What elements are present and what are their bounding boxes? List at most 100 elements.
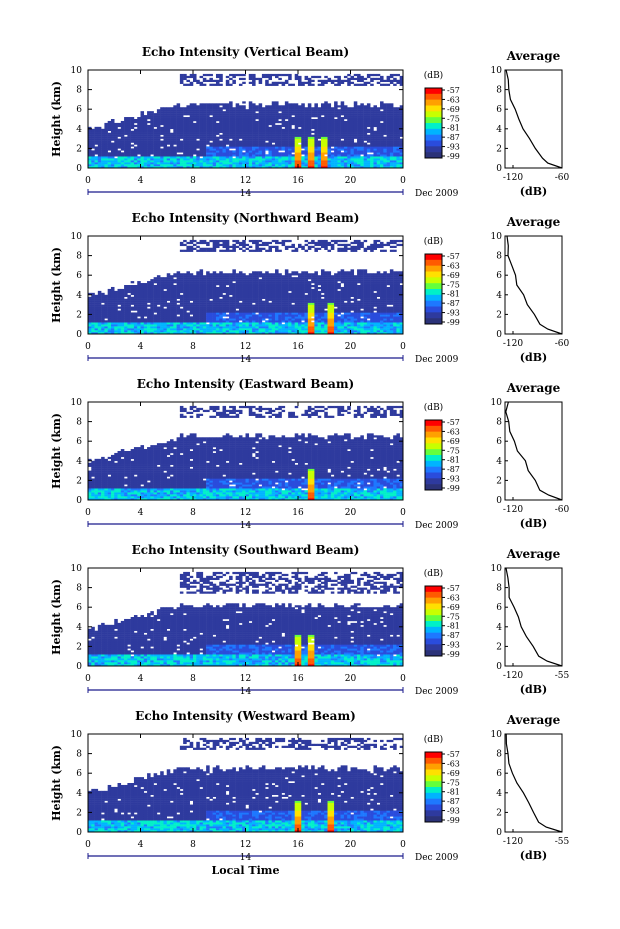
- x-tick-label: 8: [190, 508, 196, 518]
- colorbar-swatch: [425, 752, 442, 759]
- colorbar-swatch: [425, 265, 442, 272]
- average-line: [505, 567, 563, 667]
- y-tick-label: 0: [76, 662, 82, 672]
- y-tick-label: 8: [76, 584, 82, 594]
- panel-title: Echo Intensity (Southward Beam): [132, 543, 360, 557]
- colorbar-tick-label: -75: [447, 280, 460, 289]
- colorbar-swatch: [425, 254, 442, 261]
- colorbar-swatch: [425, 271, 442, 278]
- avg-x-tick-label: -55: [555, 837, 570, 847]
- y-tick-label: 8: [76, 252, 82, 262]
- y-tick-label: 4: [76, 125, 82, 135]
- panel-5: Echo Intensity (Westward Beam) 0 2 4 6 8 10 Hei…: [50, 709, 570, 877]
- y-axis: 0 2 4 6 8 10 Height (km): [50, 66, 403, 174]
- colorbar-swatch: [425, 804, 442, 811]
- colorbar-tick-label: -99: [447, 152, 460, 161]
- colorbar-unit: (dB): [424, 402, 443, 413]
- colorbar-unit: (dB): [424, 734, 443, 745]
- x-tick-label: 4: [138, 176, 144, 186]
- avg-y-tick-label: 0: [496, 330, 502, 340]
- y-axis: 0 2 4 6 8 10 Height (km): [50, 564, 403, 672]
- x-tick-label: 4: [138, 840, 144, 850]
- average-title: Average: [506, 547, 561, 561]
- x-axis: 0 4 8 12 16 20 0 14 Dec 2009: [85, 70, 459, 199]
- colorbar-tick-label: -93: [447, 807, 460, 816]
- colorbar-swatch: [425, 621, 442, 628]
- colorbar-tick-label: -81: [447, 290, 460, 299]
- y-tick-label: 8: [76, 418, 82, 428]
- avg-x-tick-label: -120: [503, 837, 523, 847]
- average-profile: Average 0 2 4 6 8 10 -120 -60 (dB): [491, 215, 570, 364]
- colorbar-frame: [424, 751, 443, 823]
- avg-y-tick-label: 6: [496, 603, 502, 613]
- panel-4: Echo Intensity (Southward Beam) 0 2 4 6 8 10 He…: [50, 543, 570, 697]
- panel-title: Echo Intensity (Vertical Beam): [142, 45, 349, 59]
- x-tick-label: 4: [138, 342, 144, 352]
- colorbar-unit: (dB): [424, 568, 443, 579]
- colorbar-swatch: [425, 650, 442, 657]
- colorbar-swatch: [425, 781, 442, 788]
- x-tick-label: 0: [400, 674, 406, 684]
- avg-x-tick-label: -60: [555, 505, 570, 515]
- y-axis-label: Height (km): [50, 247, 63, 323]
- colorbar-swatch: [425, 632, 442, 639]
- panel-title: Echo Intensity (Eastward Beam): [137, 377, 354, 391]
- colorbar-tick-label: -75: [447, 612, 460, 621]
- x-tick-label: 4: [138, 674, 144, 684]
- panel-title: Echo Intensity (Northward Beam): [132, 211, 360, 225]
- avg-y-tick-label: 8: [496, 252, 502, 262]
- colorbar-frame: [424, 253, 443, 325]
- colorbar-swatch: [425, 763, 442, 770]
- avg-y-tick-label: 6: [496, 271, 502, 281]
- x-tick-label: 12: [240, 508, 251, 518]
- x-tick-label: 12: [240, 342, 251, 352]
- x-tick-label: 20: [345, 176, 357, 186]
- avg-y-tick-label: 10: [491, 66, 503, 76]
- average-xlabel: (dB): [520, 683, 547, 696]
- avg-y-tick-label: 4: [496, 623, 502, 633]
- colorbar-swatch: [425, 792, 442, 799]
- avg-y-tick-label: 10: [491, 730, 503, 740]
- x-tick-label: 16: [292, 508, 304, 518]
- colorbar-tick-label: -99: [447, 650, 460, 659]
- colorbar-tick-label: -57: [447, 252, 460, 261]
- y-tick-label: 8: [76, 86, 82, 96]
- colorbar-swatch: [425, 810, 442, 817]
- y-tick-label: 0: [76, 164, 82, 174]
- colorbar-tick-label: -87: [447, 133, 460, 142]
- avg-x-tick-label: -120: [503, 671, 523, 681]
- x-tick-label: 12: [240, 840, 251, 850]
- colorbar-tick-label: -63: [447, 427, 460, 436]
- colorbar-tick-label: -99: [447, 318, 460, 327]
- avg-y-tick-label: 0: [496, 164, 502, 174]
- average-line: [506, 235, 563, 335]
- colorbar-swatch: [425, 644, 442, 651]
- y-axis: 0 2 4 6 8 10 Height (km): [50, 730, 403, 838]
- x-axis: 0 4 8 12 16 20 0 14 Dec 2009: [85, 568, 459, 697]
- colorbar-swatch: [425, 586, 442, 593]
- y-tick-label: 2: [76, 808, 82, 818]
- avg-y-tick-label: 8: [496, 86, 502, 96]
- colorbar-swatch: [425, 816, 442, 823]
- colorbar-tick-label: -69: [447, 437, 460, 446]
- day-label: 14: [240, 521, 252, 531]
- colorbar: (dB) -57-63-69-75-81-87-93-99: [424, 236, 460, 327]
- colorbar-swatch: [425, 294, 442, 301]
- colorbar-swatch: [425, 484, 442, 491]
- colorbar-tick-label: -63: [447, 261, 460, 270]
- x-tick-label: 8: [190, 840, 196, 850]
- y-tick-label: 10: [71, 232, 83, 242]
- heatmap: [88, 737, 404, 833]
- x-tick-label: 0: [400, 840, 406, 850]
- y-tick-label: 2: [76, 310, 82, 320]
- avg-y-tick-label: 2: [496, 476, 502, 486]
- y-tick-label: 4: [76, 291, 82, 301]
- x-axis: 0 4 8 12 16 20 0 14 Dec 2009: [85, 402, 459, 531]
- heatmap: [88, 405, 404, 501]
- x-tick-label: 20: [345, 508, 357, 518]
- colorbar-tick-label: -87: [447, 631, 460, 640]
- colorbar-swatch: [425, 615, 442, 622]
- x-tick-label: 8: [190, 674, 196, 684]
- average-xlabel: (dB): [520, 849, 547, 862]
